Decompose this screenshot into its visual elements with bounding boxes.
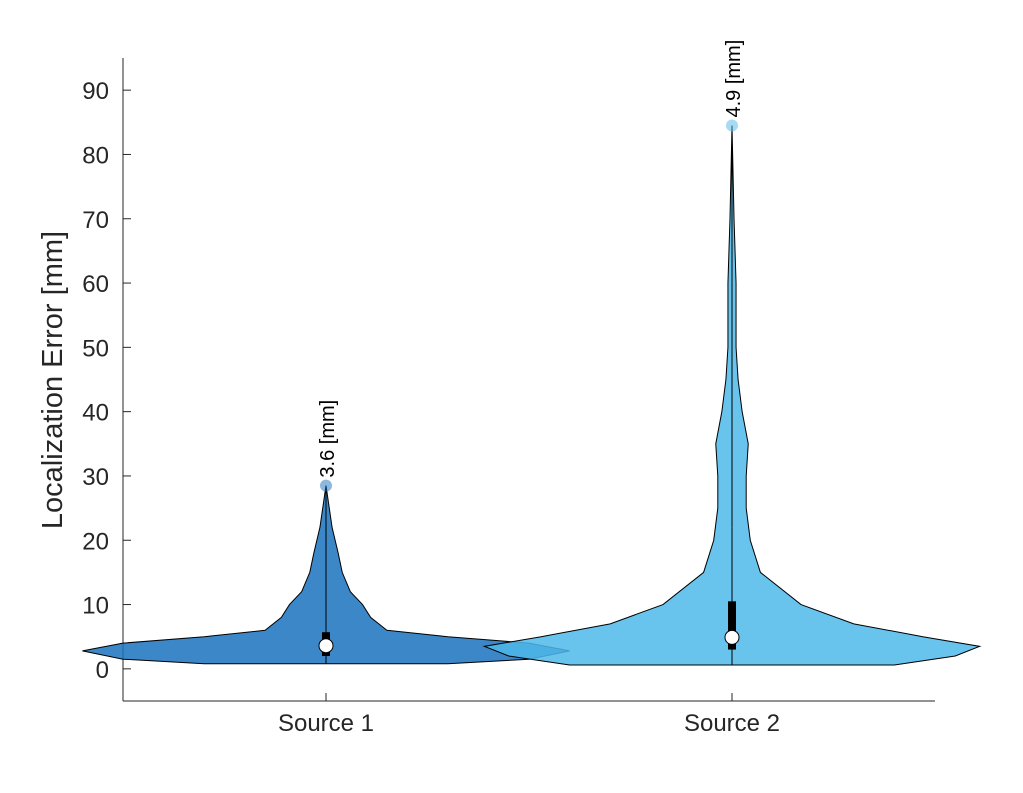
- median-label: 4.9 [mm]: [723, 40, 745, 118]
- max-point: [320, 479, 332, 492]
- box: [728, 601, 736, 650]
- y-tick-label: 30: [82, 464, 109, 491]
- y-tick-label: 40: [82, 400, 109, 427]
- y-tick-label: 0: [96, 657, 109, 684]
- median-label: 3.6 [mm]: [317, 400, 339, 478]
- y-tick-label: 70: [82, 207, 109, 234]
- y-tick-label: 80: [82, 142, 109, 169]
- y-tick-label: 20: [82, 528, 109, 555]
- x-tick-label: Source 2: [684, 710, 780, 737]
- y-axis-label: Localization Error [mm]: [37, 231, 69, 529]
- max-point: [726, 119, 738, 132]
- median: [318, 638, 334, 654]
- y-tick-label: 90: [82, 78, 109, 105]
- median: [724, 629, 740, 645]
- x-tick-label: Source 1: [278, 710, 374, 737]
- y-tick-label: 50: [82, 335, 109, 362]
- y-tick-label: 10: [82, 593, 109, 620]
- y-tick-label: 60: [82, 271, 109, 298]
